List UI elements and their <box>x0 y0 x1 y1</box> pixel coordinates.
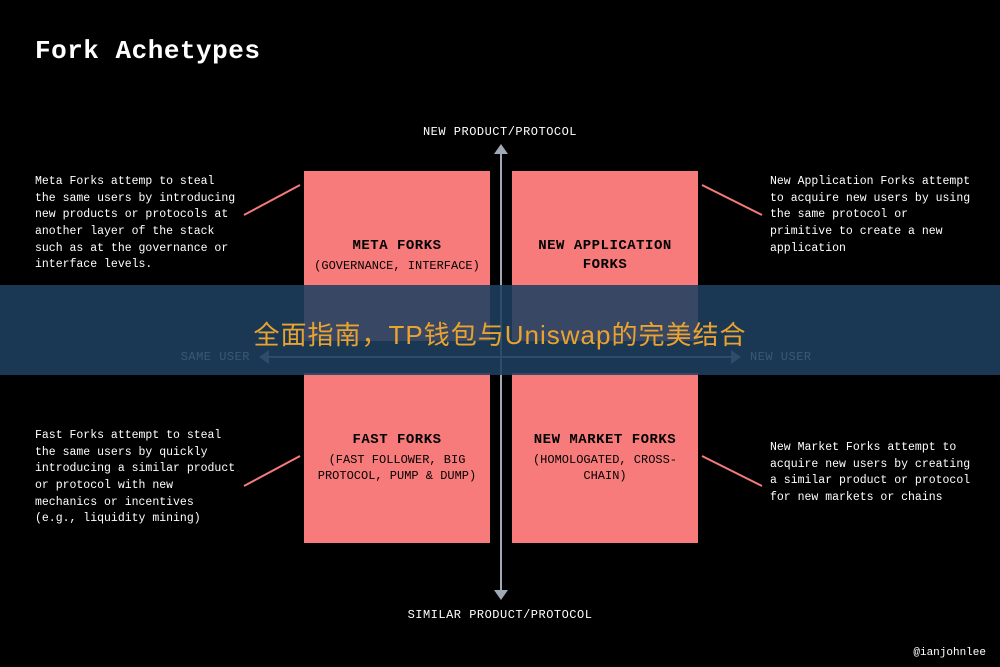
credit: @ianjohnlee <box>913 647 986 659</box>
overlay-text: 全面指南，TP钱包与Uniswap的完美结合 <box>0 315 1000 352</box>
annotation-new-market-forks: New Market Forks attempt to acquire new … <box>770 440 975 507</box>
annotation-new-application-forks: New Application Forks attempt to acquire… <box>770 174 975 257</box>
annotation-fast-forks: Fast Forks attempt to steal the same use… <box>35 428 240 528</box>
annotation-meta-forks: Meta Forks attemp to steal the same user… <box>35 174 240 274</box>
